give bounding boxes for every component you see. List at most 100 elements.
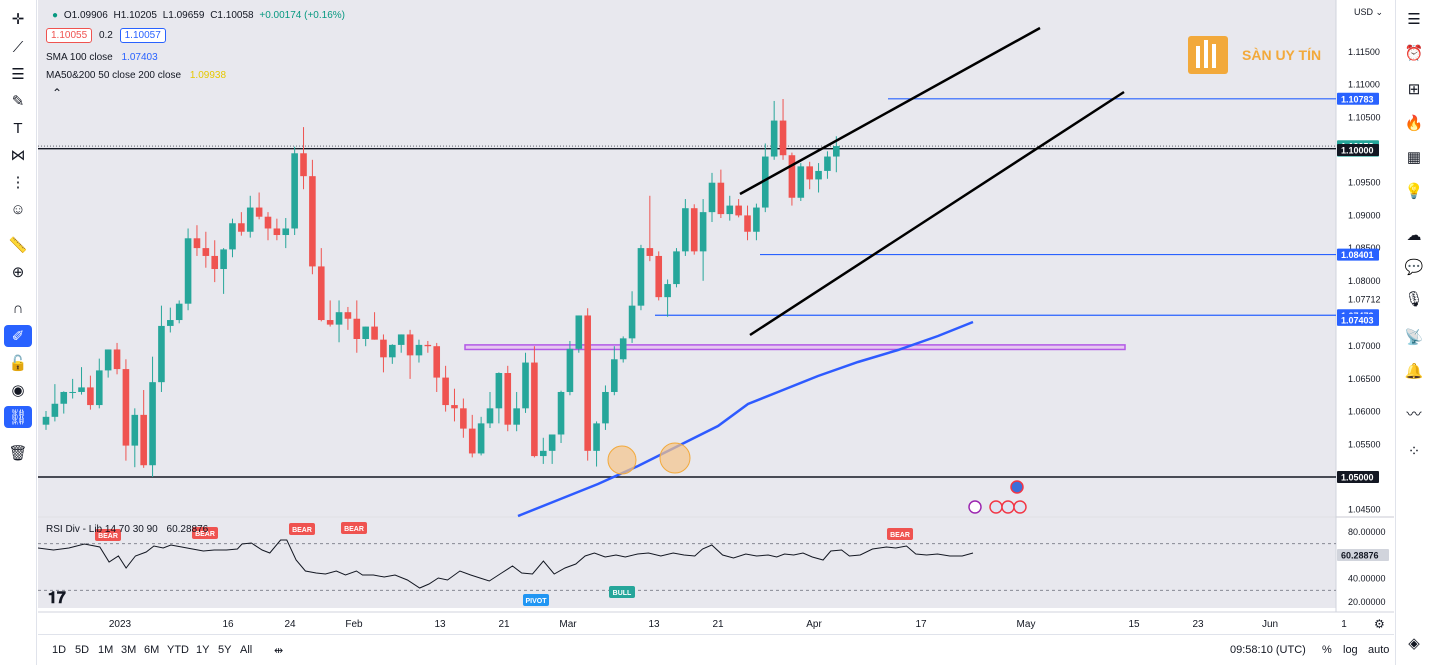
ohlc-change: +0.00174 (+0.16%) — [259, 10, 345, 21]
emoji-icon[interactable]: ☺ — [10, 200, 26, 218]
candle-body — [238, 223, 245, 232]
add-list-icon[interactable]: ⊞ — [1407, 81, 1421, 98]
chart-svg[interactable]: SÀN UY TÍN 1.115001.110001.105001.095001… — [37, 0, 1394, 634]
chart-area[interactable]: SÀN UY TÍN 1.11500 1.11000 1.10500 1.09500 1… — [37, 0, 1394, 634]
candle-body — [326, 320, 334, 325]
bell-icon[interactable]: 🔔 — [1404, 363, 1424, 380]
tf-1m[interactable]: 1M — [98, 644, 114, 656]
bid-button[interactable]: 1.10055 — [46, 28, 93, 43]
price-label-box — [1337, 313, 1379, 326]
clock-time[interactable]: 09:58:10 (UTC) — [1230, 644, 1306, 656]
price-tick-label: 1.07712 — [1348, 295, 1381, 305]
stream-icon[interactable]: 🎙 — [1404, 291, 1424, 308]
link-icon[interactable]: ⛓ — [4, 406, 32, 428]
lock-icon[interactable]: 🔓 — [8, 355, 28, 372]
us-flag-event-icon — [1001, 500, 1015, 514]
sma-line — [517, 320, 974, 518]
price-tick-label: 1.11500 — [1348, 47, 1380, 57]
ma-legend[interactable]: MA50&200 50 close 200 close 1.09938 — [46, 70, 226, 81]
collapse-legend-icon[interactable]: ⌃ — [52, 86, 63, 100]
broadcast-icon[interactable]: 📡 — [1404, 329, 1424, 346]
price-tick-label: 1.08500 — [1348, 243, 1381, 253]
candle-body — [113, 349, 121, 370]
idea-icon[interactable]: 💡 — [1404, 183, 1424, 200]
tf-1d[interactable]: 1D — [52, 644, 67, 656]
zoom-icon[interactable]: ⊕ — [11, 264, 25, 281]
watermark-bar — [1212, 44, 1216, 68]
rsi-signal-label: BEAR — [98, 533, 118, 540]
fib-icon[interactable]: ☰ — [11, 66, 25, 83]
wave-icon[interactable]: 〰 — [1406, 405, 1422, 423]
price-label-box — [1337, 144, 1379, 156]
candle-body — [788, 155, 796, 198]
text-icon[interactable]: T — [13, 119, 23, 137]
price-label-box — [1337, 92, 1379, 105]
time-tick-label: 16 — [222, 619, 234, 630]
level-lines — [38, 98, 1336, 478]
candle-body — [353, 318, 361, 340]
price-tick-label: 1.10500 — [1348, 112, 1381, 122]
time-tick-label: Jun — [1262, 619, 1278, 630]
percent-toggle[interactable]: % — [1322, 644, 1332, 656]
tf-all[interactable]: All — [240, 644, 253, 656]
tf-ytd[interactable]: YTD — [167, 644, 189, 656]
channel-upper-line — [739, 26, 1041, 196]
rsi-value-legend: 60.28876 — [166, 524, 209, 535]
rsi-title: RSI Div - Lib 14 70 30 90 — [46, 524, 158, 535]
alarm-icon[interactable]: ⏰ — [1404, 45, 1424, 62]
price-pane-bg — [38, 0, 1336, 516]
candle-body — [397, 334, 405, 345]
tf-6m[interactable]: 6M — [144, 644, 160, 656]
ruler-icon[interactable]: 📏 — [8, 237, 28, 254]
candle-body — [51, 403, 59, 417]
time-axis[interactable]: 2023 16 24 Feb 13 21 Mar 13 21 Apr 17 May 15 23 Jun 1 ⚙ — [109, 617, 1385, 631]
time-tick-label: 13 — [648, 619, 660, 630]
layers-icon[interactable]: ◈ — [1408, 635, 1420, 652]
currency-selector[interactable]: USD ⌄ — [1354, 7, 1384, 17]
ohlc-close: C1.10058 — [210, 10, 254, 21]
watermark: SÀN UY TÍN — [1188, 36, 1321, 74]
eye-icon[interactable]: ◉ — [11, 382, 25, 399]
time-tick-label: 24 — [284, 619, 296, 630]
price-tick-label: 1.04500 — [1348, 505, 1381, 515]
chat-icon[interactable]: 💬 — [1404, 259, 1424, 276]
candle-body — [824, 156, 831, 171]
pattern-icon[interactable]: ⋈ — [10, 147, 26, 164]
magnet-icon[interactable]: ∩ — [12, 299, 24, 317]
date-range-icon[interactable]: ⇹ — [274, 645, 284, 657]
crosshair-icon[interactable]: ✛ — [11, 11, 25, 28]
trash-icon[interactable]: 🗑 — [8, 445, 28, 462]
candles — [42, 98, 840, 477]
price-axis[interactable]: 1.11500 1.11000 1.10500 1.09500 1.09000 1.085… — [1337, 47, 1381, 515]
brush-icon[interactable]: ✎ — [11, 93, 25, 110]
bottom-marker-circle — [659, 442, 691, 474]
lightning-event-icon — [968, 500, 982, 514]
candle-body — [779, 120, 787, 156]
watchlist-icon[interactable]: ☰ — [1407, 11, 1421, 28]
currency-label: USD — [1354, 7, 1374, 17]
tf-5d[interactable]: 5D — [75, 644, 90, 656]
dots-grid-icon[interactable]: ⁘ — [1407, 443, 1421, 460]
tf-3m[interactable]: 3M — [121, 644, 137, 656]
tf-5y[interactable]: 5Y — [218, 644, 232, 656]
ohlc-legend: ● O1.09906 H1.10205 L1.09659 C1.10058 +0… — [52, 10, 348, 21]
candle-body — [584, 315, 591, 451]
log-toggle[interactable]: log — [1343, 644, 1358, 656]
tf-1y[interactable]: 1Y — [196, 644, 210, 656]
auto-toggle[interactable]: auto — [1368, 644, 1390, 656]
candle-body — [611, 359, 618, 392]
calendar-icon[interactable]: ▦ — [1406, 149, 1422, 166]
rsi-signal-label: BEAR — [344, 526, 364, 533]
rsi-signal-badge — [341, 522, 367, 534]
trendline-icon[interactable]: ⟋ — [12, 38, 24, 56]
ask-button[interactable]: 1.10057 — [119, 28, 166, 43]
hotlist-icon[interactable]: 🔥 — [1404, 115, 1424, 132]
candle-body — [539, 450, 547, 457]
sma-legend[interactable]: SMA 100 close 1.07403 — [46, 52, 158, 63]
cloud-icon[interactable]: ☁ — [1406, 227, 1422, 244]
price-tick-label: 1.06500 — [1348, 374, 1381, 384]
candle-body — [690, 208, 698, 252]
prediction-icon[interactable]: ⋮ — [10, 174, 26, 191]
lock-drawing-icon[interactable]: ✐ — [4, 325, 32, 347]
rsi-legend[interactable]: RSI Div - Lib 14 70 30 90 60.28876 — [46, 524, 208, 535]
